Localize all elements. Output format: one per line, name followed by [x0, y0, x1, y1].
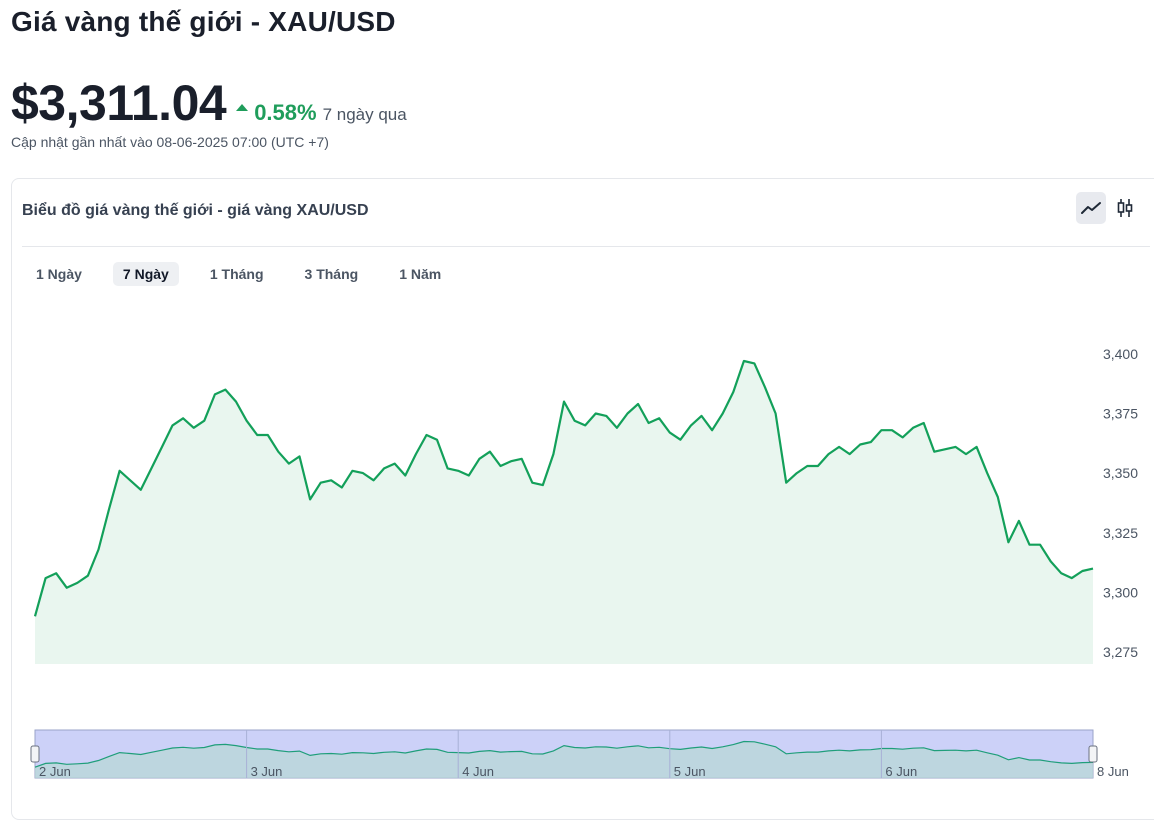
navigator-area: [35, 741, 1093, 778]
navigator-date-label: 5 Jun: [674, 764, 706, 779]
tab-1-month[interactable]: 1 Tháng: [209, 266, 264, 282]
tab-1-day[interactable]: 1 Ngày: [36, 266, 82, 282]
navigator-date-label: 4 Jun: [462, 764, 494, 779]
candlestick-chart-button[interactable]: [1110, 192, 1140, 224]
tab-3-months[interactable]: 3 Tháng: [304, 266, 359, 282]
line-chart-button[interactable]: [1076, 192, 1106, 224]
change-period: 7 ngày qua: [322, 105, 407, 124]
y-tick-label: 3,375: [1103, 406, 1138, 422]
change-percent: 0.58%: [254, 100, 317, 125]
chart-card-title: Biểu đồ giá vàng thế giới - giá vàng XAU…: [22, 202, 369, 219]
y-tick-label: 3,400: [1103, 346, 1138, 362]
tab-1-year[interactable]: 1 Năm: [399, 266, 442, 282]
price-area: [35, 361, 1093, 664]
last-updated: Cập nhật gần nhất vào 08-06-2025 07:00 (…: [11, 134, 329, 150]
y-tick-label: 3,300: [1103, 584, 1138, 600]
range-tabs: 1 Ngày 7 Ngày 1 Tháng 3 Tháng 1 Năm: [26, 262, 472, 286]
y-tick-label: 3,275: [1103, 644, 1138, 660]
price-chart: 3,275 3,300 3,325 3,350 3,375 3,400 2 Jun 3 Jun…: [30, 346, 1138, 779]
navigator-line: [34, 740, 1094, 768]
price-line: [33, 359, 1094, 617]
card-divider: [22, 246, 1150, 247]
navigator-left-handle: [30, 745, 40, 763]
current-price: $3,311.04: [11, 75, 227, 131]
price-row: $3,311.04 0.58% 7 ngày qua: [11, 74, 407, 132]
line-chart-icon: [1081, 202, 1101, 214]
chart-type-toggle: [1076, 192, 1140, 224]
page-title: Giá vàng thế giới - XAU/USD: [11, 6, 396, 37]
tab-7-days[interactable]: 7 Ngày: [112, 262, 179, 286]
navigator-date-label: 2 Jun: [39, 764, 71, 779]
navigator-date-label: 6 Jun: [885, 764, 917, 779]
y-tick-label: 3,350: [1103, 465, 1138, 481]
up-arrow-icon: [236, 104, 249, 111]
navigator-date-label: 3 Jun: [251, 764, 283, 779]
navigator-right-handle: [1088, 745, 1098, 763]
navigator-date-label: 8 Jun: [1097, 764, 1129, 779]
candlestick-icon: [1117, 199, 1133, 217]
y-tick-label: 3,325: [1103, 525, 1138, 541]
